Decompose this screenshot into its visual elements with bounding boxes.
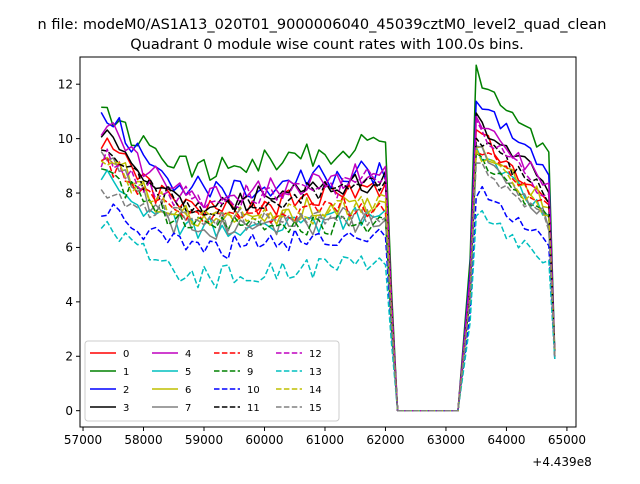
series-line-15 bbox=[100, 162, 556, 412]
axes-frame bbox=[79, 56, 577, 428]
legend-label: 2 bbox=[123, 385, 129, 396]
legend-label: 9 bbox=[247, 367, 253, 378]
series-line-14 bbox=[100, 147, 556, 412]
y-tick-label: 0 bbox=[65, 404, 73, 418]
legend-label: 0 bbox=[123, 349, 129, 360]
x-offset-label: +4.439e8 bbox=[532, 455, 591, 469]
legend-label: 14 bbox=[309, 385, 322, 396]
x-tick-label: 60000 bbox=[245, 433, 283, 447]
legend-label: 15 bbox=[309, 403, 322, 414]
x-tick-label: 57000 bbox=[64, 433, 102, 447]
series-line-13 bbox=[100, 209, 556, 412]
series-line-1 bbox=[101, 64, 556, 412]
legend-label: 8 bbox=[247, 349, 253, 360]
series-line-11 bbox=[101, 137, 556, 412]
x-tick-label: 65000 bbox=[548, 433, 586, 447]
figure-suptitle: n file: modeM0/AS1A13_020T01_9000006040_… bbox=[38, 17, 607, 33]
y-tick-label: 6 bbox=[65, 241, 73, 255]
x-tick-label: 63000 bbox=[427, 433, 465, 447]
legend-label: 1 bbox=[123, 367, 129, 378]
y-tick-label: 10 bbox=[58, 132, 73, 146]
legend-label: 10 bbox=[247, 385, 260, 396]
x-tick-label: 62000 bbox=[366, 433, 404, 447]
x-tick-label: 64000 bbox=[487, 433, 525, 447]
chart-title: Quadrant 0 module wise count rates with … bbox=[130, 37, 524, 53]
y-tick-label: 4 bbox=[65, 295, 73, 309]
legend-label: 11 bbox=[247, 403, 260, 414]
legend-label: 6 bbox=[185, 385, 191, 396]
x-tick-label: 58000 bbox=[124, 433, 162, 447]
legend-label: 12 bbox=[309, 349, 322, 360]
x-tick-label: 59000 bbox=[185, 433, 223, 447]
series-line-9 bbox=[101, 152, 556, 412]
legend-label: 13 bbox=[309, 367, 322, 378]
x-tick-label: 61000 bbox=[306, 433, 344, 447]
y-tick-label: 2 bbox=[65, 350, 73, 364]
legend-label: 4 bbox=[185, 349, 191, 360]
series-line-10 bbox=[101, 185, 556, 412]
series-lines bbox=[100, 64, 556, 412]
legend-label: 7 bbox=[185, 403, 191, 414]
axis-ticks: 57000 58000 59000 60000 61000 62000 63000 64000… bbox=[58, 78, 586, 447]
legend-box bbox=[84, 340, 340, 422]
series-line-12 bbox=[100, 119, 556, 412]
legend-label: 3 bbox=[123, 403, 129, 414]
legend-label: 5 bbox=[185, 367, 191, 378]
series-line-2 bbox=[100, 100, 556, 412]
y-tick-label: 12 bbox=[58, 78, 73, 92]
series-line-8 bbox=[100, 151, 556, 412]
y-tick-label: 8 bbox=[65, 186, 73, 200]
